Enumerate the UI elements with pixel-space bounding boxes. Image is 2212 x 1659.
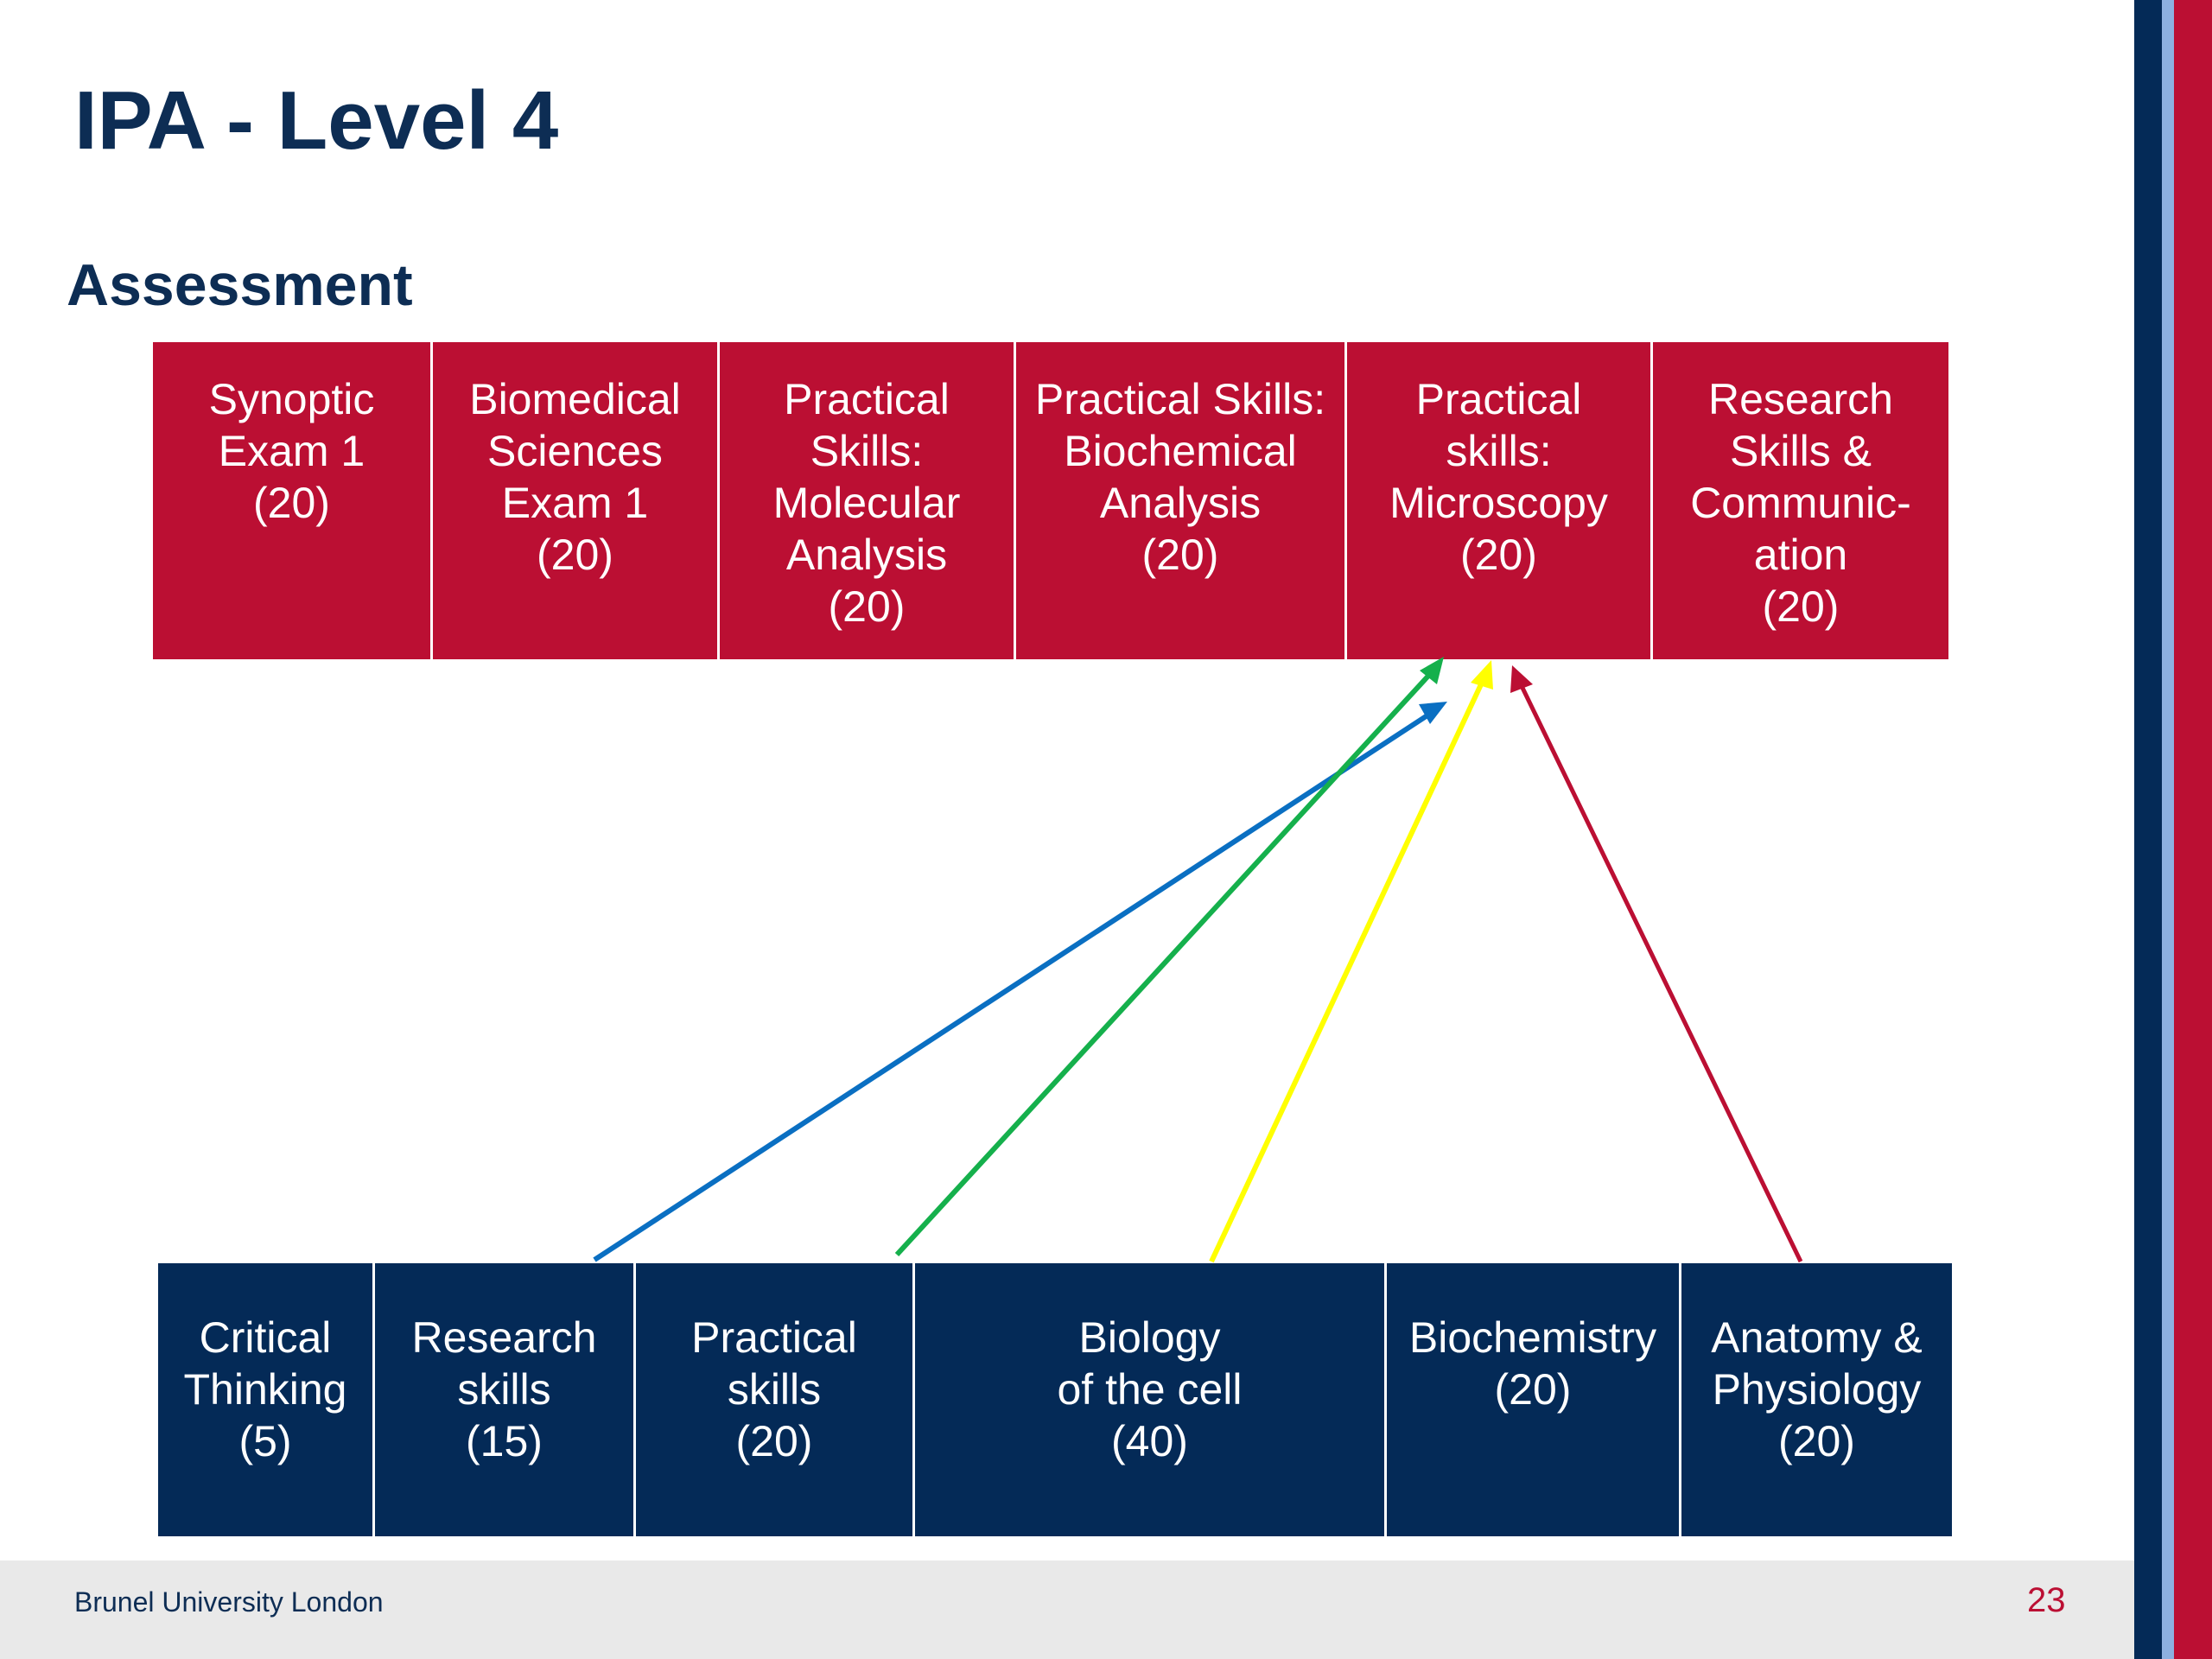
assessment-box-biomedical-sciences-exam: Biomedical Sciences Exam 1 (20): [433, 342, 720, 659]
module-box-research-skills: Research skills (15): [375, 1263, 636, 1536]
stripe-red: [2174, 0, 2212, 1659]
footer-bar: [0, 1560, 2134, 1659]
module-box-biochemistry: Biochemistry (20): [1387, 1263, 1681, 1536]
assessment-box-research-communication: Research Skills & Communic- ation (20): [1653, 342, 1948, 659]
footer-university-name: Brunel University London: [74, 1586, 384, 1618]
arrowhead-green-icon: [1420, 657, 1444, 684]
arrow-anatomy-physiology-to-microscopy: [1520, 686, 1803, 1263]
arrow-research-skills-to-microscopy: [593, 711, 1432, 1262]
module-box-practical-skills: Practical skills (20): [636, 1263, 915, 1536]
stripe-light-blue: [2162, 0, 2174, 1659]
page-number: 23: [2027, 1581, 2066, 1619]
assessment-box-biochemical-analysis: Practical Skills: Biochemical Analysis (…: [1016, 342, 1347, 659]
arrowhead-red-icon: [1510, 665, 1533, 693]
arrowhead-yellow-icon: [1471, 660, 1493, 690]
assessment-box-microscopy: Practical skills: Microscopy (20): [1347, 342, 1653, 659]
module-box-biology-of-the-cell: Biology of the cell (40): [915, 1263, 1387, 1536]
arrowhead-blue-icon: [1419, 702, 1447, 724]
stripe-navy: [2134, 0, 2162, 1659]
slide-subtitle: Assessment: [67, 252, 413, 318]
assessment-box-synoptic-exam: Synoptic Exam 1 (20): [153, 342, 433, 659]
assessment-row: Synoptic Exam 1 (20) Biomedical Sciences…: [153, 342, 1948, 659]
assessment-box-molecular-analysis: Practical Skills: Molecular Analysis (20…: [720, 342, 1016, 659]
arrow-biology-cell-to-microscopy: [1209, 681, 1484, 1263]
module-row: Critical Thinking (5) Research skills (1…: [158, 1263, 1952, 1536]
arrow-practical-skills-to-microscopy: [894, 671, 1433, 1257]
module-box-critical-thinking: Critical Thinking (5): [158, 1263, 375, 1536]
slide-title: IPA - Level 4: [74, 74, 559, 167]
module-box-anatomy-physiology: Anatomy & Physiology (20): [1681, 1263, 1952, 1536]
